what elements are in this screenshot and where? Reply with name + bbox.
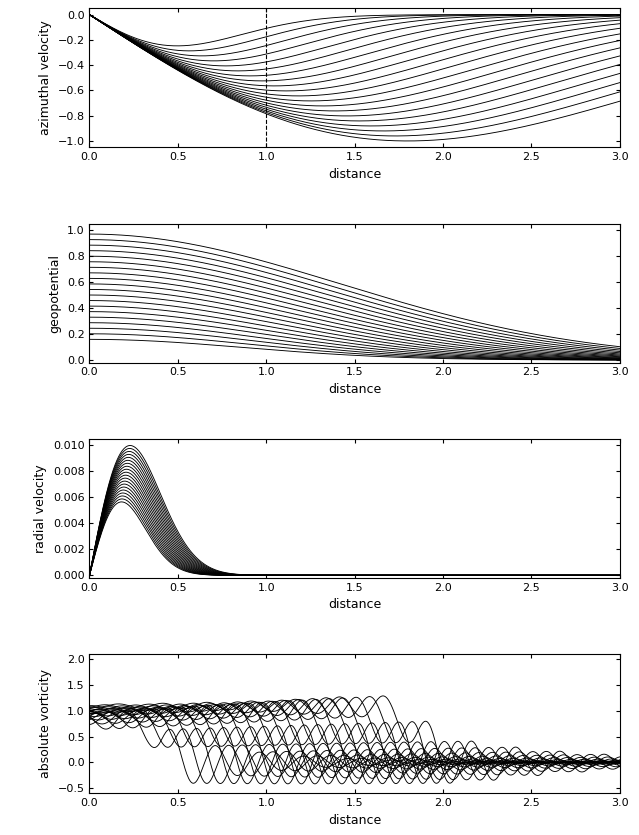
Y-axis label: azimuthal velocity: azimuthal velocity xyxy=(39,20,52,135)
X-axis label: distance: distance xyxy=(328,599,381,611)
Y-axis label: radial velocity: radial velocity xyxy=(35,464,47,553)
X-axis label: distance: distance xyxy=(328,813,381,827)
Y-axis label: geopotential: geopotential xyxy=(49,254,61,332)
Y-axis label: absolute vorticity: absolute vorticity xyxy=(39,670,52,778)
X-axis label: distance: distance xyxy=(328,383,381,396)
X-axis label: distance: distance xyxy=(328,168,381,180)
